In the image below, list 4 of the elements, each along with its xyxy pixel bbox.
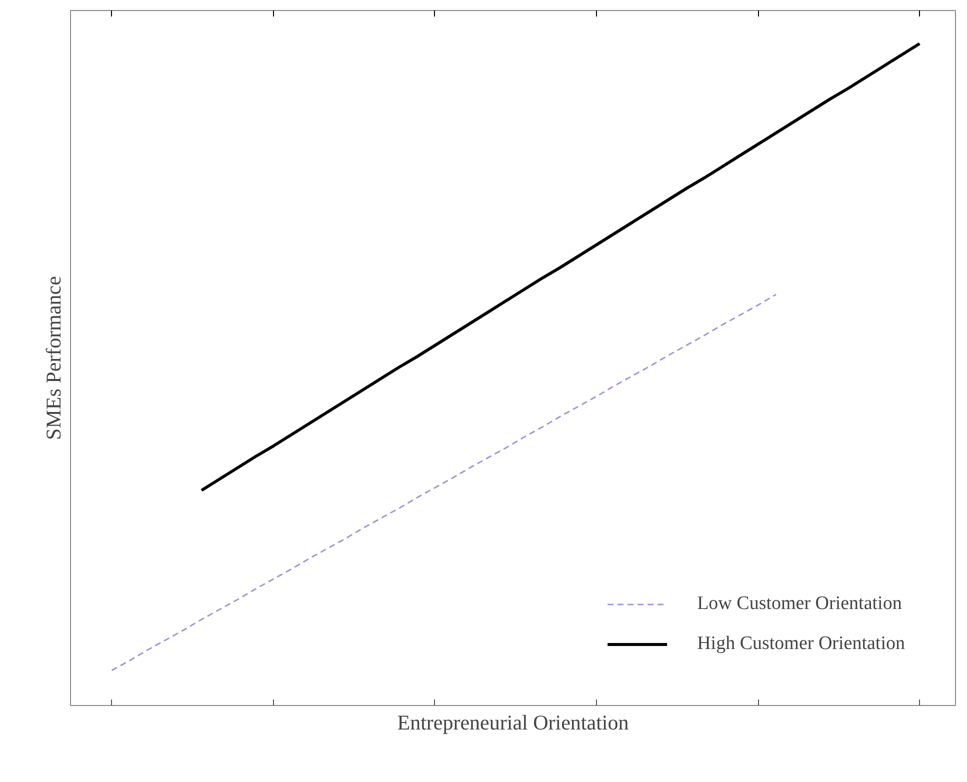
legend-label: High Customer Orientation [697,633,905,655]
x-axis-title: Entrepreneurial Orientation [397,710,630,734]
legend-label: Low Customer Orientation [697,593,902,615]
y-axis-title: SMEs Performance [42,276,66,440]
